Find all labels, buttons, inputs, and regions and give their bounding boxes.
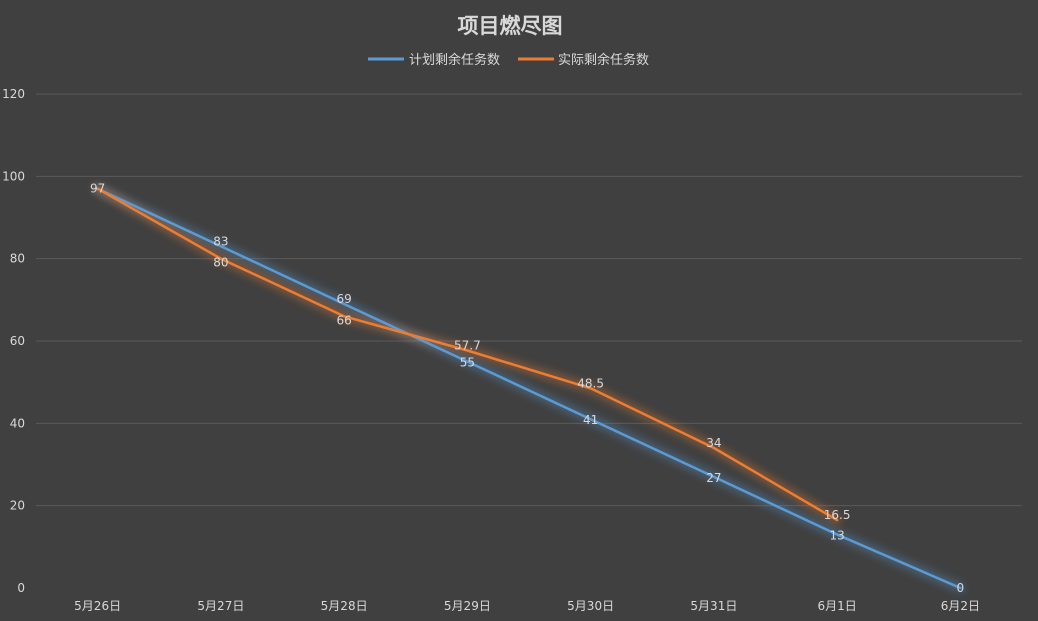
- y-tick-label: 100: [2, 169, 25, 183]
- x-tick-label: 5月31日: [690, 599, 737, 613]
- actual-data-label: 80: [213, 256, 228, 270]
- x-tick-label: 5月30日: [567, 599, 614, 613]
- x-tick-label: 5月27日: [197, 599, 244, 613]
- planned-data-label: 0: [957, 581, 965, 595]
- gridlines: [36, 93, 1022, 507]
- x-tick-label: 6月2日: [941, 599, 980, 613]
- y-axis-ticks: 0 20 40 60 80 100 120: [2, 87, 25, 595]
- legend-label-1: 实际剩余任务数: [558, 52, 649, 68]
- legend-label-0: 计划剩余任务数: [409, 52, 500, 68]
- y-tick-label: 0: [17, 581, 25, 595]
- actual-data-label: 34: [706, 436, 721, 450]
- planned-data-label: 27: [706, 471, 721, 485]
- y-tick-label: 60: [10, 334, 25, 348]
- planned-data-label: 69: [336, 292, 351, 306]
- x-tick-label: 5月29日: [444, 599, 491, 613]
- chart-title: 项目燃尽图: [458, 13, 563, 38]
- planned-data-label: 13: [829, 528, 844, 542]
- x-axis-ticks: 5月26日 5月27日 5月28日 5月29日 5月30日 5月31日 6月1日 6月2日: [74, 599, 980, 613]
- planned-data-label: 97: [90, 182, 105, 196]
- x-tick-label: 5月26日: [74, 599, 121, 613]
- planned-data-label: 83: [213, 234, 228, 248]
- series-line-1: [96, 187, 839, 522]
- y-tick-label: 40: [10, 416, 25, 430]
- series-line-0: [96, 187, 962, 590]
- y-tick-label: 80: [10, 252, 25, 266]
- actual-data-label: 48.5: [577, 376, 604, 390]
- actual-data-label: 57.7: [454, 338, 481, 352]
- x-tick-label: 6月1日: [817, 599, 856, 613]
- actual-data-label: 66: [336, 313, 351, 327]
- planned-data-label: 55: [460, 356, 475, 370]
- planned-data-label: 41: [583, 413, 598, 427]
- y-tick-label: 20: [10, 499, 25, 513]
- x-tick-label: 5月28日: [321, 599, 368, 613]
- data-labels: 97 83 69 55 41 27 13 0 80 66 57.7 48.5 34 16.5: [90, 182, 964, 595]
- series-lines: [96, 187, 962, 590]
- legend: 计划剩余任务数 实际剩余任务数: [368, 52, 649, 68]
- y-tick-label: 120: [2, 87, 25, 101]
- actual-data-label: 16.5: [824, 508, 851, 522]
